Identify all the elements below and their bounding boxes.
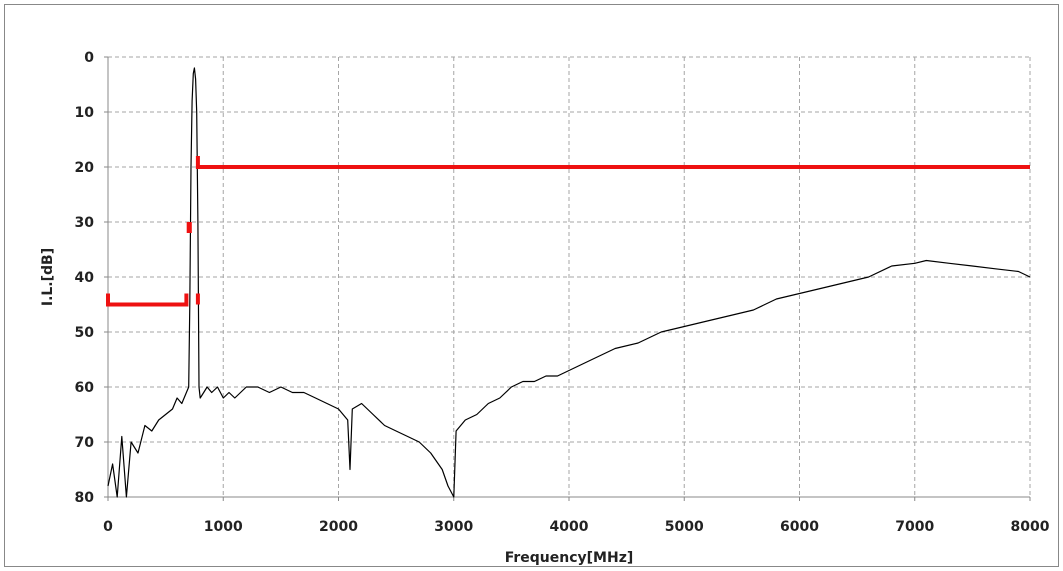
y-tick-label-30: 30 xyxy=(75,215,95,231)
x-tick-label-8000: 8000 xyxy=(1011,519,1050,535)
chart-frame xyxy=(4,4,1059,567)
x-tick-label-3000: 3000 xyxy=(434,519,473,535)
y-tick-label-0: 0 xyxy=(84,50,94,66)
x-axis-title: Frequency[MHz] xyxy=(505,550,634,566)
grid-lines xyxy=(108,56,1031,497)
y-tick-label-20: 20 xyxy=(75,160,95,176)
x-tick-label-4000: 4000 xyxy=(550,519,589,535)
axis-lines xyxy=(104,56,1031,501)
series-measured-line xyxy=(107,67,1031,498)
y-tick-label-40: 40 xyxy=(75,270,95,286)
x-tick-labels: 0 1000 2000 3000 4000 5000 6000 7000 8000 xyxy=(103,519,1050,535)
x-tick-label-2000: 2000 xyxy=(319,519,358,535)
x-tick-label-5000: 5000 xyxy=(665,519,704,535)
series-spec-segment-0 xyxy=(106,293,189,307)
x-tick-label-1000: 1000 xyxy=(204,519,243,535)
x-tick-label-7000: 7000 xyxy=(895,519,934,535)
y-axis-title: I.L.[dB] xyxy=(40,248,56,306)
x-tick-label-6000: 6000 xyxy=(780,519,819,535)
y-tick-label-70: 70 xyxy=(75,435,95,451)
y-tick-label-50: 50 xyxy=(75,325,95,341)
y-tick-label-60: 60 xyxy=(75,380,95,396)
series-spec-segment-4 xyxy=(195,156,1030,169)
x-tick-label-0: 0 xyxy=(103,519,113,535)
y-tick-label-80: 80 xyxy=(75,490,95,506)
y-tick-label-10: 10 xyxy=(75,105,95,121)
y-tick-labels: 0 10 20 30 40 50 60 70 80 xyxy=(75,50,95,506)
series-group xyxy=(106,67,1031,498)
